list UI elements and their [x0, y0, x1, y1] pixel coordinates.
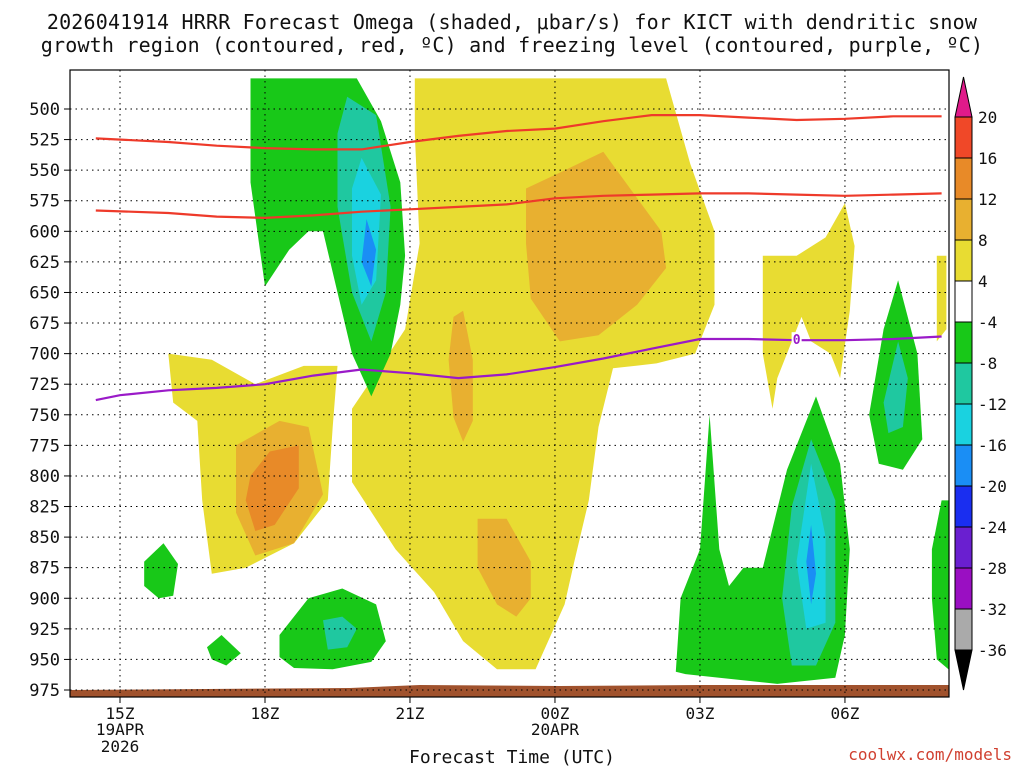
title-line-2: growth region (contoured, red, ºC) and f… — [40, 33, 984, 57]
colorbar-label-16: 16 — [978, 149, 997, 168]
colorbar-label--12: -12 — [978, 395, 1007, 414]
omega-subsidence-max-18z — [245, 445, 299, 531]
omega-ascent-20z-blue — [361, 219, 377, 287]
omega-subsidence-lower-23z — [477, 518, 531, 617]
y-tick-label-600: 600 — [29, 222, 60, 242]
omega-ascent-17z — [207, 635, 241, 666]
colorbar-bin-12-to-16 — [954, 157, 973, 200]
x-tick-label-21Z: 21Z — [396, 704, 425, 723]
colorbar-label-20: 20 — [978, 108, 997, 127]
y-tick-label-975: 975 — [29, 681, 60, 701]
plot-frame — [69, 69, 950, 698]
colorbar-label--16: -16 — [978, 436, 1007, 455]
contour-lines: 0 — [95, 113, 942, 402]
colorbar-label--4: -4 — [978, 313, 997, 332]
colorbar-label-4: 4 — [978, 272, 988, 291]
y-tick-label-675: 675 — [29, 314, 60, 334]
y-tick-label-775: 775 — [29, 436, 60, 456]
terrain-surface — [70, 685, 949, 697]
omega-subsidence-core-00z — [526, 151, 667, 342]
colorbar-label-8: 8 — [978, 231, 988, 250]
credit-text: coolwx.com/models — [848, 745, 1012, 764]
colorbar-label--36: -36 — [978, 641, 1007, 660]
y-tick-label-850: 850 — [29, 528, 60, 548]
omega-subsidence-05z — [762, 203, 855, 409]
colorbar-extend-high — [954, 76, 973, 118]
y-tick-label-650: 650 — [29, 283, 60, 303]
omega-ascent-19z-teal — [323, 616, 357, 650]
colorbar-bin-16-to-20 — [954, 116, 973, 159]
y-tick-label-825: 825 — [29, 498, 60, 518]
x-tick-label-18Z: 18Z — [251, 704, 280, 723]
colorbar: 20 16 12 8 4 -4 -8 -12 -16 -20 -24 -28 -32 -36 — [954, 76, 1007, 691]
omega-subsidence-streak-22z — [448, 310, 473, 442]
colorbar-bin-8-to-12 — [954, 198, 973, 241]
colorbar-bin--24-to--20 — [954, 485, 973, 528]
colorbar-label--24: -24 — [978, 518, 1007, 537]
y-tick-label-525: 525 — [29, 131, 60, 151]
x-tick-date-00Z: 20APR — [531, 720, 580, 739]
y-tick-label-550: 550 — [29, 161, 60, 181]
colorbar-bin--16-to--12 — [954, 403, 973, 446]
colorbar-bin--32-to--28 — [954, 567, 973, 610]
omega-subsidence-08z-edge — [936, 255, 947, 342]
y-tick-label-575: 575 — [29, 192, 60, 212]
y-tick-label-875: 875 — [29, 559, 60, 579]
contour-dgz_lower_-17C — [95, 192, 942, 220]
colorbar-bin--4-to-4 — [954, 280, 973, 323]
x-axis-title: Forecast Time (UTC) — [409, 747, 615, 768]
colorbar-bin--20-to--16 — [954, 444, 973, 487]
x-tick-label-15Z: 15Z — [106, 704, 135, 723]
colorbar-label--32: -32 — [978, 600, 1007, 619]
x-tick-label-06Z: 06Z — [830, 704, 859, 723]
colorbar-label--8: -8 — [978, 354, 997, 373]
dotted-grid — [70, 70, 949, 697]
x-tick-label-00Z: 00Z — [541, 704, 570, 723]
colorbar-label--28: -28 — [978, 559, 1007, 578]
colorbar-bin--36-to--32 — [954, 608, 973, 651]
colorbar-bin--8-to--4 — [954, 321, 973, 364]
omega-ascent-05z-blue — [806, 524, 816, 605]
y-tick-label-950: 950 — [29, 650, 60, 670]
contour-label-freezing_level_0C: 0 — [793, 333, 801, 348]
y-tick-label-925: 925 — [29, 620, 60, 640]
y-tick-label-725: 725 — [29, 375, 60, 395]
colorbar-label--20: -20 — [978, 477, 1007, 496]
contour-label-bg — [791, 332, 802, 347]
y-tick-label-500: 500 — [29, 100, 60, 120]
colorbar-bin-4-to-8 — [954, 239, 973, 282]
y-tick-label-625: 625 — [29, 253, 60, 273]
omega-ascent-16z — [144, 543, 178, 599]
omega-ascent-08z-edge — [931, 500, 949, 670]
colorbar-label-12: 12 — [978, 190, 997, 209]
omega-ascent-07z-teal — [883, 341, 908, 434]
colorbar-extend-low — [954, 649, 973, 691]
colorbar-bin--28-to--24 — [954, 526, 973, 569]
omega-shading — [144, 78, 949, 684]
y-tick-label-800: 800 — [29, 467, 60, 487]
y-tick-label-750: 750 — [29, 406, 60, 426]
y-tick-label-900: 900 — [29, 589, 60, 609]
x-tick-date-15Z: 19APR — [96, 720, 145, 739]
colorbar-bin--12-to--8 — [954, 362, 973, 405]
contour-dgz_upper_-12C — [95, 113, 942, 151]
x-tick-year-15Z: 2026 — [101, 737, 140, 756]
y-tick-label-700: 700 — [29, 345, 60, 365]
title-line-1: 2026041914 HRRR Forecast Omega (shaded, … — [46, 10, 978, 34]
x-tick-label-03Z: 03Z — [686, 704, 715, 723]
terrain-ground — [70, 685, 949, 697]
axes-labels: 500 525 550 575 600 625 650 675 700 725 750 775 800 8… — [29, 100, 859, 756]
